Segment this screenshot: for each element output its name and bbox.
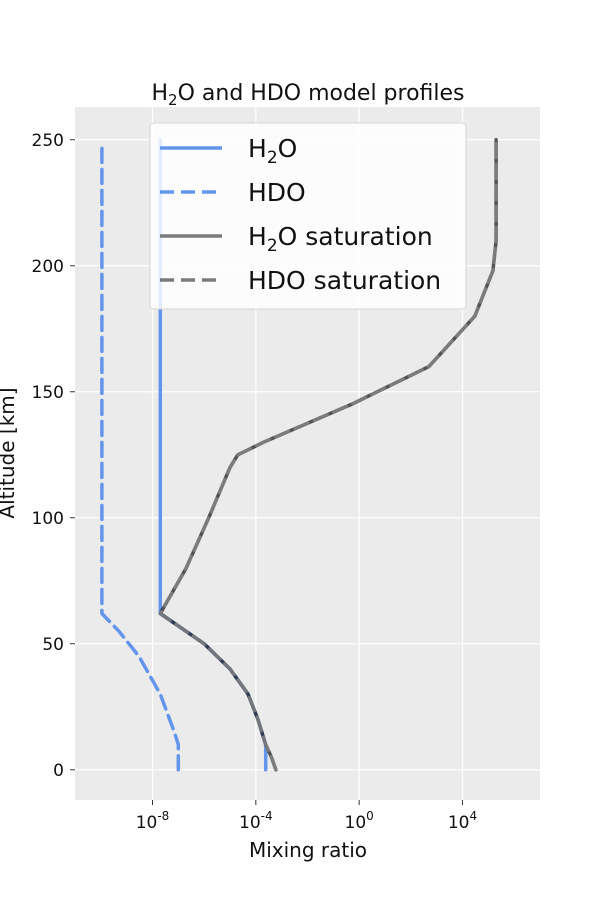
y-tick-label: 50 <box>42 635 64 655</box>
y-tick-label: 250 <box>32 131 64 151</box>
x-tick-label: 10-4 <box>239 809 273 833</box>
legend-box <box>149 122 467 310</box>
legend-label: HDO <box>248 178 306 207</box>
legend: H2O HDO H2O saturation HDO saturation <box>149 122 467 310</box>
y-axis-label: Altitude [km] <box>0 387 19 518</box>
legend-label: H2O <box>248 134 297 168</box>
y-axis-ticks: 0 50 100 150 200 250 <box>32 131 75 781</box>
legend-label: H2O saturation <box>248 222 433 256</box>
series-layer <box>100 138 498 772</box>
series-line-hdo-saturation <box>158 138 498 772</box>
x-axis-label: Mixing ratio <box>249 838 367 862</box>
x-tick-label: 100 <box>345 809 374 833</box>
y-tick-label: 100 <box>32 509 64 529</box>
legend-label: HDO saturation <box>248 266 441 295</box>
x-axis-ticks: 10-8 10-4 100 104 <box>136 800 477 833</box>
series-line-hdo <box>100 143 181 772</box>
y-tick-label: 200 <box>32 257 64 277</box>
x-tick-label: 10-8 <box>136 809 170 833</box>
chart-title: H2O and HDO model profiles <box>151 81 464 109</box>
y-tick-label: 150 <box>32 383 64 403</box>
y-tick-label: 0 <box>53 761 64 781</box>
x-tick-label: 104 <box>448 809 477 833</box>
